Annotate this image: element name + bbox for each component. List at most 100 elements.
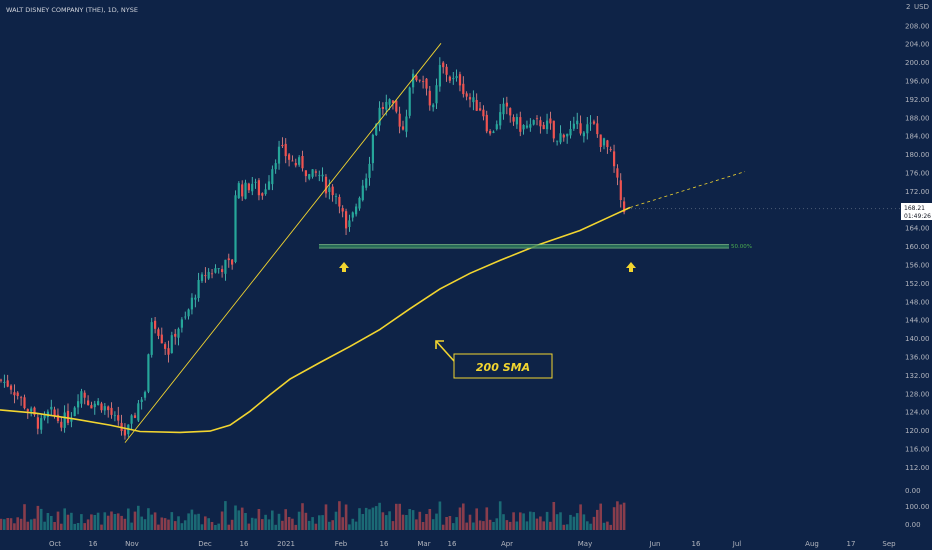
candle-body — [40, 418, 43, 430]
candle-body — [398, 113, 401, 127]
candle-body — [559, 133, 562, 143]
volume-bar — [170, 512, 174, 530]
volume-bar — [485, 507, 489, 530]
volume-bar — [274, 524, 277, 530]
candle-body — [234, 195, 237, 262]
volume-bar — [173, 521, 177, 530]
candle-body — [566, 133, 569, 137]
candle-body — [418, 79, 421, 81]
candle-body — [602, 138, 606, 146]
fib-level-label: 50.00% — [731, 244, 752, 250]
candle-body — [448, 76, 451, 81]
candle-body — [291, 160, 294, 162]
candle-body — [546, 120, 549, 130]
candle-body — [512, 117, 515, 122]
candle-body — [251, 183, 254, 192]
candle-body — [572, 123, 575, 129]
candle-body — [355, 206, 358, 215]
volume-bar — [23, 504, 26, 530]
volume-bar — [204, 516, 207, 530]
candle-body — [381, 107, 384, 109]
candle-body — [331, 186, 334, 196]
candle-body — [328, 187, 331, 192]
candle-body — [405, 116, 408, 132]
up-arrow-icon-right — [626, 262, 636, 272]
volume-bar — [502, 514, 505, 530]
volume-bar — [475, 508, 478, 530]
volume-bar — [63, 508, 66, 530]
volume-bar — [374, 506, 378, 530]
volume-bar — [281, 520, 284, 530]
candle-body — [0, 379, 3, 381]
price-tick-label: 208.00 — [905, 22, 930, 30]
candle-body — [6, 380, 9, 387]
volume-bar — [348, 524, 351, 530]
candle-body — [582, 132, 585, 137]
volume-bar — [428, 509, 432, 530]
volume-bar — [294, 524, 298, 530]
volume-bar — [43, 521, 46, 530]
volume-bar — [100, 524, 103, 530]
volume-bar — [16, 517, 19, 530]
candle-body — [549, 118, 552, 124]
candle-body — [619, 180, 622, 200]
candle-body — [281, 145, 284, 147]
candle-body — [525, 125, 529, 128]
candle-body — [103, 406, 106, 411]
volume-bar — [210, 522, 214, 530]
time-axis: Oct 16 Nov Dec 16 2021 Feb 16 Mar 16 Apr May Jun 16 Ju… — [49, 540, 896, 548]
time-tick-label: Oct — [49, 540, 61, 548]
support-band — [319, 244, 729, 249]
volume-bar — [277, 513, 281, 530]
candle-body — [391, 100, 395, 103]
candle-body — [334, 196, 338, 197]
candle-body — [160, 334, 163, 344]
volume-bar — [532, 512, 535, 530]
volume-bar — [338, 501, 341, 530]
time-tick-label: May — [578, 540, 592, 548]
candle-body — [137, 403, 140, 421]
candle-body — [284, 143, 287, 157]
candle-body — [606, 140, 609, 148]
volume-bar — [264, 514, 267, 530]
price-tick-label: 120.00 — [905, 427, 930, 435]
volume-bar — [106, 515, 110, 530]
candle-body — [542, 124, 545, 130]
volume-bar — [177, 516, 180, 530]
candle-body — [13, 392, 16, 396]
volume-bar — [301, 503, 304, 530]
candle-body — [294, 163, 297, 166]
volume-bar — [33, 518, 36, 530]
candle-body — [468, 97, 472, 100]
candle-body — [412, 73, 415, 88]
candle-body — [314, 171, 317, 173]
price-tick-label: 164.00 — [905, 225, 930, 233]
volume-bar — [96, 512, 100, 530]
volume-bar — [378, 502, 381, 530]
volume-bar — [70, 512, 73, 530]
volume-bar — [83, 523, 86, 530]
candle-body — [609, 149, 612, 151]
volume-bar — [549, 521, 552, 530]
volume-bar — [465, 522, 468, 530]
volume-bar — [559, 512, 562, 530]
volume-bar — [187, 513, 190, 530]
volume-bar — [6, 518, 9, 530]
volume-bar — [522, 513, 525, 530]
volume-bar — [508, 521, 512, 530]
volume-bar — [46, 513, 50, 530]
candle-body — [455, 76, 458, 79]
volume-bar — [565, 524, 569, 530]
price-tick-label: 196.00 — [905, 78, 930, 86]
candle-body — [170, 335, 173, 353]
candle-body — [93, 403, 96, 408]
candle-body — [214, 268, 217, 273]
volume-bar — [388, 511, 391, 530]
candle-body — [623, 201, 626, 213]
volume-bar — [368, 509, 371, 530]
candle-body — [123, 429, 126, 436]
candle-body — [301, 156, 304, 169]
candle-body — [539, 120, 542, 127]
volume-bar — [163, 518, 167, 530]
